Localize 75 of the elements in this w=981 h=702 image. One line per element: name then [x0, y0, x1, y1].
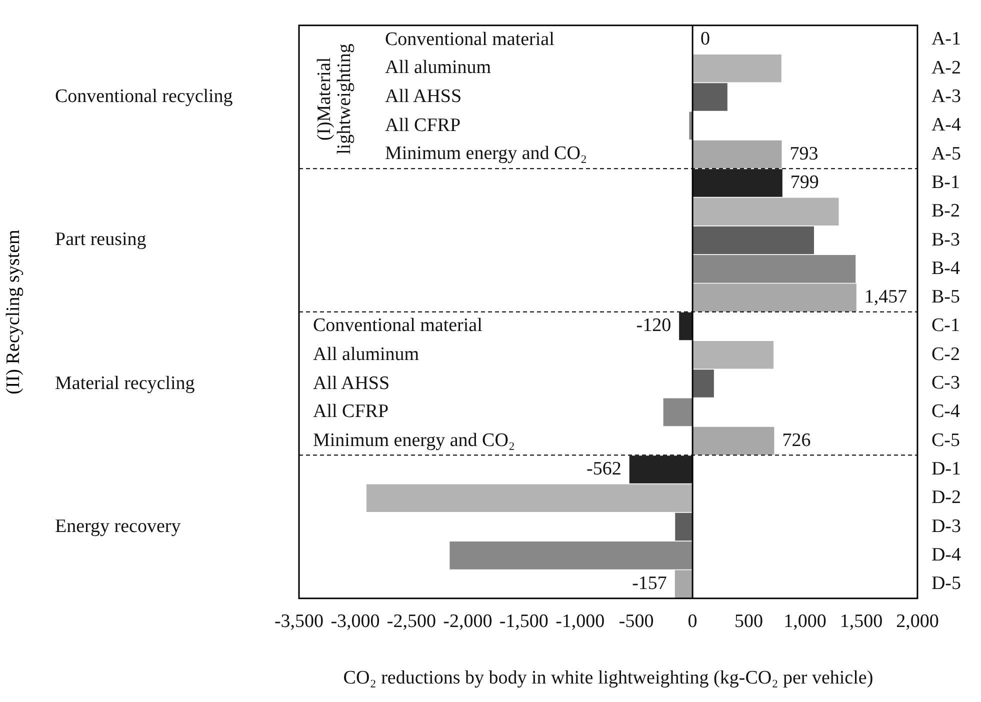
bar: [674, 570, 693, 598]
bar: [629, 456, 693, 484]
bar: [692, 140, 782, 168]
y-tick-label: B-2: [931, 200, 960, 222]
x-tick-label: -1,000: [556, 610, 605, 632]
y-tick-label: C-2: [931, 344, 960, 365]
x-tick-label: 500: [734, 610, 764, 632]
annotation: All AHSS: [313, 372, 390, 394]
annotation: Minimum energy and CO₂: [385, 143, 588, 164]
bar: [692, 340, 774, 369]
bar: [675, 512, 693, 541]
y-tick-label: A-3: [931, 86, 962, 108]
annotation: (I)Material lightweighting: [314, 42, 355, 156]
y-tick-label: C-1: [931, 315, 960, 336]
bar: [450, 542, 693, 570]
bar: [692, 169, 782, 197]
y-tick-label: D-4: [931, 544, 962, 566]
y-tick-label: C-5: [931, 430, 960, 451]
x-tick-label: -2,500: [386, 610, 436, 632]
y-tick-label: D-1: [931, 458, 962, 480]
text: Part reusing: [55, 229, 146, 250]
bar: [692, 54, 782, 82]
data-label: 0: [700, 28, 710, 50]
data-label: -120: [636, 315, 672, 336]
bar: [692, 370, 714, 398]
y-tick-label: D-2: [931, 487, 962, 508]
x-tick-label: 1,000: [784, 610, 826, 632]
bar: [366, 484, 693, 512]
bar: [679, 312, 693, 340]
y-tick-label: B-1: [931, 172, 960, 193]
x-tick-label: 2,000: [896, 610, 939, 632]
annotation: All AHSS: [385, 86, 462, 108]
text: Material recycling: [55, 372, 195, 394]
bar: [692, 83, 728, 111]
annotation: Conventional material: [313, 315, 482, 336]
bar: [692, 226, 814, 254]
x-tick-label: 1,500: [840, 610, 883, 632]
x-tick-label: -2,000: [443, 610, 492, 632]
data-label: -562: [586, 458, 622, 480]
text: Conventional recycling: [55, 86, 233, 108]
bar: [692, 426, 774, 455]
data-label: -157: [632, 573, 667, 594]
bar: [692, 284, 856, 312]
x-tick-label: -1,500: [499, 610, 548, 632]
y-tick-label: C-4: [931, 401, 960, 422]
y-tick-label: D-3: [931, 516, 962, 537]
annotation: All aluminum: [313, 344, 420, 365]
x-tick-label: 0: [688, 610, 698, 632]
y-tick-label: B-3: [931, 229, 960, 250]
annotation: All CFRP: [385, 114, 461, 136]
y-tick-label: C-3: [931, 372, 960, 394]
bar: [692, 198, 839, 226]
x-axis-title: CO₂ reductions by body in white lightweighting (kg-CO₂ per vehicle): [343, 668, 874, 689]
data-label: 799: [790, 172, 819, 193]
x-tick-label: -3,000: [330, 610, 380, 632]
x-tick-label: -500: [618, 610, 654, 632]
annotation: All CFRP: [313, 401, 389, 422]
y-tick-label: B-4: [931, 258, 960, 279]
text: (II) Recycling system: [3, 230, 25, 394]
annotation: Minimum energy and CO₂: [313, 430, 516, 451]
y-tick-label: A-2: [931, 57, 962, 78]
y-tick-label: A-5: [931, 143, 962, 164]
bar: [663, 398, 693, 426]
y-tick-label: B-5: [931, 286, 960, 308]
annotation: All aluminum: [385, 57, 492, 78]
data-label: 1,457: [864, 286, 908, 308]
data-label: 726: [782, 430, 811, 451]
y-tick-label: D-5: [931, 573, 962, 594]
bar: [692, 255, 856, 283]
text: Energy recovery: [55, 516, 181, 537]
y-tick-label: A-1: [931, 28, 962, 50]
y-tick-label: A-4: [931, 114, 962, 136]
x-tick-label: -3,500: [274, 610, 324, 632]
data-label: 793: [790, 143, 818, 164]
annotation: Conventional material: [385, 28, 554, 50]
